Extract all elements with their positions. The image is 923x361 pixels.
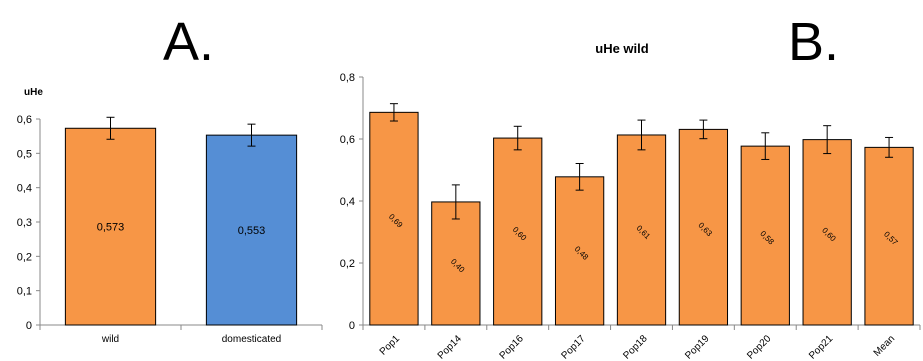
- bar-pop16: [493, 137, 543, 326]
- category-label: Pop17: [560, 333, 589, 361]
- chart-a-ytick-label: 0,2: [17, 251, 32, 263]
- bar-pop19: [678, 128, 729, 326]
- category-label: Mean: [872, 333, 897, 358]
- chart-a-ytick-label: 0,5: [17, 148, 32, 160]
- chart-a-ytick-label: 0,1: [17, 286, 32, 298]
- bar-pop1: [369, 111, 419, 326]
- category-label: Pop20: [745, 333, 774, 361]
- chart-b-ytick-label: 0,4: [340, 196, 355, 208]
- bar-pop20: [740, 145, 790, 326]
- category-label: Pop16: [498, 333, 527, 361]
- chart-a-ytick-label: 0,4: [17, 183, 32, 195]
- category-label: Pop19: [683, 333, 712, 361]
- category-label: wild: [101, 334, 119, 345]
- chart-a-ytick-label: 0: [26, 320, 32, 332]
- data-label: 0,553: [238, 225, 266, 237]
- bar-pop21: [802, 139, 852, 326]
- chart-b-ytick-label: 0: [349, 320, 355, 332]
- category-label: Pop14: [436, 333, 465, 361]
- chart-b-title: uHe wild: [595, 41, 649, 56]
- category-label: Pop21: [807, 333, 836, 361]
- chart-a-ytick-label: 0,6: [17, 114, 32, 126]
- bar-wild: [64, 127, 157, 326]
- bar-domesticated: [205, 134, 298, 326]
- chart-b-ytick-label: 0,2: [340, 258, 355, 270]
- chart-a: uHe 0 0,1 0,2 0,3 0,4 0,5 0,6 0,573 wild 0,553 dom…: [17, 87, 323, 345]
- category-label: Pop1: [378, 333, 403, 358]
- category-label: domesticated: [222, 334, 281, 345]
- chart-a-ytick-label: 0,3: [17, 217, 32, 229]
- chart-b-ytick-label: 0,8: [340, 72, 355, 84]
- data-label: 0,573: [97, 222, 125, 234]
- chart-a-ylabel: uHe: [24, 87, 43, 98]
- category-label: Pop18: [621, 333, 650, 361]
- bar-pop14: [431, 201, 481, 326]
- chart-b: uHe wild 00,20,40,60,80,69Pop10,40Pop140…: [340, 41, 921, 361]
- panel-letter-b: B.: [788, 12, 839, 72]
- panel-letter-a: A.: [163, 12, 214, 72]
- chart-b-ytick-label: 0,6: [340, 134, 355, 146]
